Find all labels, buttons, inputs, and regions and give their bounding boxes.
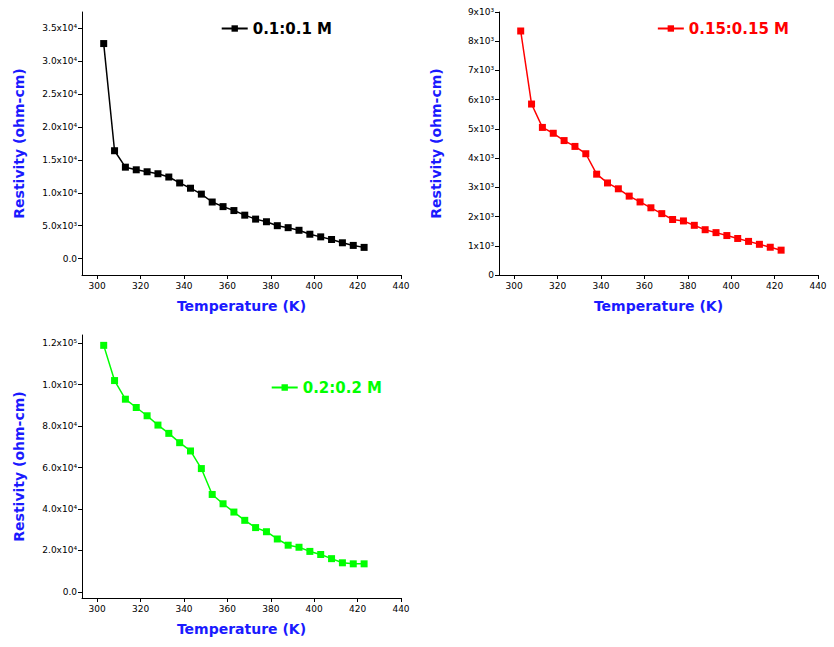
svg-text:420: 420 — [349, 604, 366, 614]
svg-text:0.1:0.1 M: 0.1:0.1 M — [253, 20, 332, 38]
svg-text:Restivity (ohm-cm): Restivity (ohm-cm) — [11, 68, 27, 218]
svg-text:420: 420 — [349, 281, 366, 291]
svg-text:Restivity (ohm-cm): Restivity (ohm-cm) — [11, 391, 27, 541]
svg-text:4x10³: 4x10³ — [468, 153, 495, 163]
svg-text:0.15:0.15 M: 0.15:0.15 M — [689, 20, 789, 38]
svg-text:320: 320 — [549, 281, 566, 291]
svg-text:3.5x10⁴: 3.5x10⁴ — [42, 23, 77, 33]
svg-text:300: 300 — [89, 281, 106, 291]
svg-text:400: 400 — [306, 281, 323, 291]
svg-text:440: 440 — [809, 281, 826, 291]
svg-text:2.5x10⁴: 2.5x10⁴ — [42, 89, 77, 99]
svg-text:2x10³: 2x10³ — [468, 212, 495, 222]
svg-text:6x10³: 6x10³ — [468, 95, 495, 105]
svg-text:8.0x10⁴: 8.0x10⁴ — [42, 421, 77, 431]
svg-text:0.0: 0.0 — [63, 587, 78, 597]
svg-text:Restivity (ohm-cm): Restivity (ohm-cm) — [428, 68, 444, 218]
svg-text:340: 340 — [175, 604, 192, 614]
svg-text:3.0x10⁴: 3.0x10⁴ — [42, 56, 77, 66]
svg-text:400: 400 — [723, 281, 740, 291]
svg-text:380: 380 — [679, 281, 696, 291]
svg-text:320: 320 — [132, 604, 149, 614]
svg-text:1x10³: 1x10³ — [468, 241, 495, 251]
svg-text:440: 440 — [392, 281, 409, 291]
svg-text:360: 360 — [219, 604, 236, 614]
svg-text:420: 420 — [766, 281, 783, 291]
svg-text:400: 400 — [306, 604, 323, 614]
svg-text:8x10³: 8x10³ — [468, 36, 495, 46]
svg-text:Temperature (K): Temperature (K) — [177, 621, 306, 637]
svg-text:340: 340 — [175, 281, 192, 291]
svg-text:7x10³: 7x10³ — [468, 65, 495, 75]
svg-text:Temperature (K): Temperature (K) — [594, 298, 723, 314]
svg-text:360: 360 — [636, 281, 653, 291]
svg-text:0.0: 0.0 — [63, 254, 78, 264]
svg-text:5.0x10³: 5.0x10³ — [42, 221, 77, 231]
svg-text:300: 300 — [89, 604, 106, 614]
svg-text:300: 300 — [506, 281, 523, 291]
svg-text:1.0x10⁴: 1.0x10⁴ — [42, 188, 77, 198]
svg-text:6.0x10⁴: 6.0x10⁴ — [42, 463, 77, 473]
svg-text:340: 340 — [592, 281, 609, 291]
svg-text:380: 380 — [262, 281, 279, 291]
svg-text:Temperature (K): Temperature (K) — [177, 298, 306, 314]
svg-text:2.0x10⁴: 2.0x10⁴ — [42, 545, 77, 555]
svg-text:3x10³: 3x10³ — [468, 182, 495, 192]
svg-text:380: 380 — [262, 604, 279, 614]
svg-text:0.2:0.2 M: 0.2:0.2 M — [303, 379, 382, 397]
svg-text:2.0x10⁴: 2.0x10⁴ — [42, 122, 77, 132]
svg-text:1.2x10⁵: 1.2x10⁵ — [42, 338, 77, 348]
svg-text:320: 320 — [132, 281, 149, 291]
svg-text:5x10³: 5x10³ — [468, 124, 495, 134]
svg-text:1.0x10⁵: 1.0x10⁵ — [42, 380, 77, 390]
svg-text:9x10³: 9x10³ — [468, 7, 495, 17]
svg-text:4.0x10⁴: 4.0x10⁴ — [42, 504, 77, 514]
svg-text:1.5x10⁴: 1.5x10⁴ — [42, 155, 77, 165]
svg-text:0: 0 — [488, 270, 494, 280]
svg-text:360: 360 — [219, 281, 236, 291]
svg-text:440: 440 — [392, 604, 409, 614]
